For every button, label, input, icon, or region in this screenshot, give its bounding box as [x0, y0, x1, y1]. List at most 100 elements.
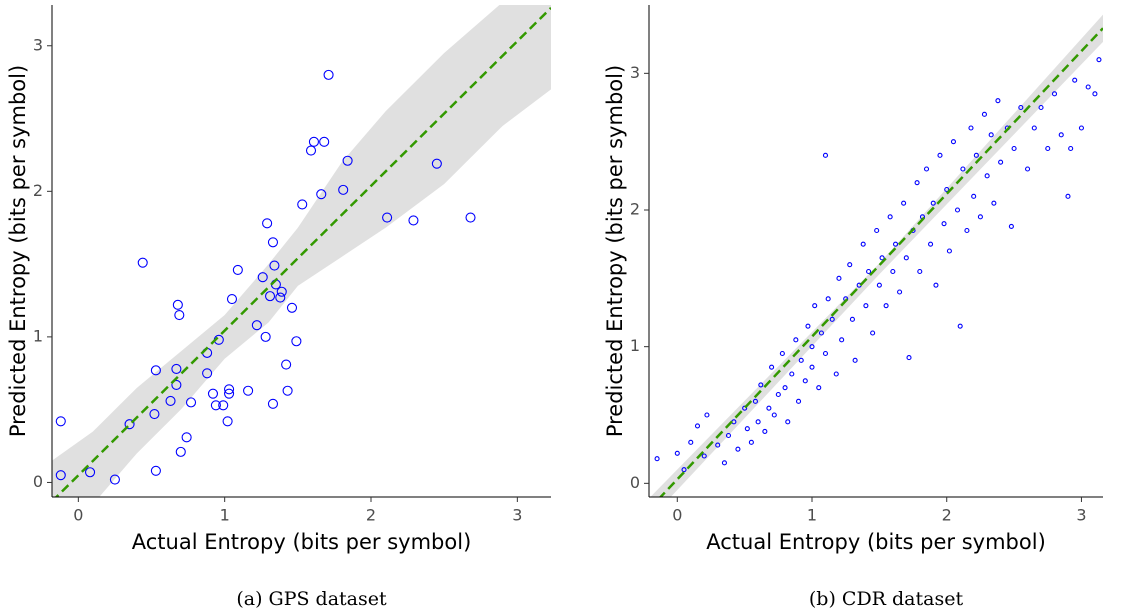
point — [291, 336, 302, 347]
confidence-band — [650, 14, 1103, 497]
point — [744, 426, 750, 432]
point — [308, 136, 319, 147]
point — [809, 364, 815, 370]
point — [937, 152, 943, 158]
point — [260, 331, 271, 342]
point — [946, 248, 952, 254]
point — [342, 155, 353, 166]
point — [762, 428, 768, 434]
point — [224, 384, 235, 395]
point — [1072, 77, 1078, 83]
point — [852, 357, 858, 363]
x-tick-label: 1 — [807, 506, 817, 525]
point — [124, 419, 135, 430]
point — [906, 355, 912, 361]
point — [207, 388, 219, 399]
point — [941, 221, 947, 227]
x-axis-title: Actual Entropy (bits per symbol) — [132, 530, 472, 554]
point — [798, 357, 804, 363]
point — [766, 405, 772, 411]
point — [849, 316, 855, 322]
point — [930, 200, 936, 206]
point — [950, 139, 957, 145]
point — [382, 212, 393, 223]
point — [775, 391, 781, 398]
point — [149, 408, 160, 420]
point — [752, 398, 758, 404]
point — [701, 453, 707, 459]
point — [431, 158, 442, 169]
caption: (b) CDR dataset — [809, 588, 964, 610]
x-tick-label: 2 — [942, 506, 952, 525]
point — [210, 400, 221, 411]
x-axis-title: Actual Entropy (bits per symbol) — [706, 530, 1046, 554]
point — [863, 303, 869, 309]
point — [319, 136, 330, 147]
y-tick-label: 1 — [33, 326, 43, 345]
point — [654, 456, 660, 462]
point — [704, 412, 710, 418]
point — [674, 450, 680, 456]
point — [84, 467, 96, 478]
point — [1078, 125, 1084, 131]
point — [172, 299, 183, 310]
point — [275, 292, 286, 303]
point — [297, 199, 308, 210]
point — [795, 398, 802, 404]
point — [818, 330, 824, 336]
point — [171, 379, 182, 390]
point — [793, 337, 799, 343]
point — [1096, 57, 1102, 63]
point — [269, 260, 280, 271]
point — [1038, 104, 1044, 111]
point — [839, 337, 845, 343]
point — [928, 241, 934, 247]
point — [964, 227, 970, 234]
point — [1045, 145, 1051, 152]
point — [995, 98, 1001, 104]
point — [202, 368, 213, 379]
point — [55, 416, 66, 427]
point — [866, 268, 872, 275]
point — [175, 446, 186, 457]
point — [874, 227, 880, 234]
point — [1011, 145, 1017, 152]
point — [281, 359, 292, 370]
x-tick-label: 3 — [1076, 506, 1086, 525]
point — [812, 303, 818, 309]
point — [809, 344, 815, 350]
point — [984, 173, 990, 179]
point — [991, 200, 997, 206]
point — [971, 193, 977, 199]
point — [771, 412, 777, 418]
point — [870, 330, 876, 336]
point — [688, 439, 694, 445]
point — [789, 371, 795, 377]
point — [222, 416, 233, 427]
point — [251, 320, 262, 331]
point — [218, 400, 229, 411]
y-tick-label: 0 — [33, 472, 43, 491]
y-tick-label: 2 — [630, 200, 640, 219]
x-tick-label: 3 — [512, 506, 522, 525]
plot-area — [52, 5, 551, 497]
point — [224, 388, 235, 399]
y-tick-label: 2 — [33, 181, 43, 200]
y-axis-title: Predicted Entropy (bits per symbol) — [6, 65, 30, 437]
point — [150, 365, 161, 376]
point — [876, 282, 882, 288]
fit-line — [54, 7, 551, 497]
y-tick-label: 3 — [33, 35, 43, 54]
y-tick-label: 1 — [630, 336, 640, 355]
point — [1065, 193, 1071, 199]
point — [338, 184, 349, 195]
point — [779, 350, 785, 357]
point — [174, 309, 185, 321]
x-tick-label: 0 — [672, 506, 682, 525]
point — [408, 215, 419, 226]
y-tick-label: 3 — [630, 63, 640, 82]
point — [785, 419, 791, 425]
fit-line — [658, 27, 1103, 497]
point — [1018, 104, 1024, 111]
